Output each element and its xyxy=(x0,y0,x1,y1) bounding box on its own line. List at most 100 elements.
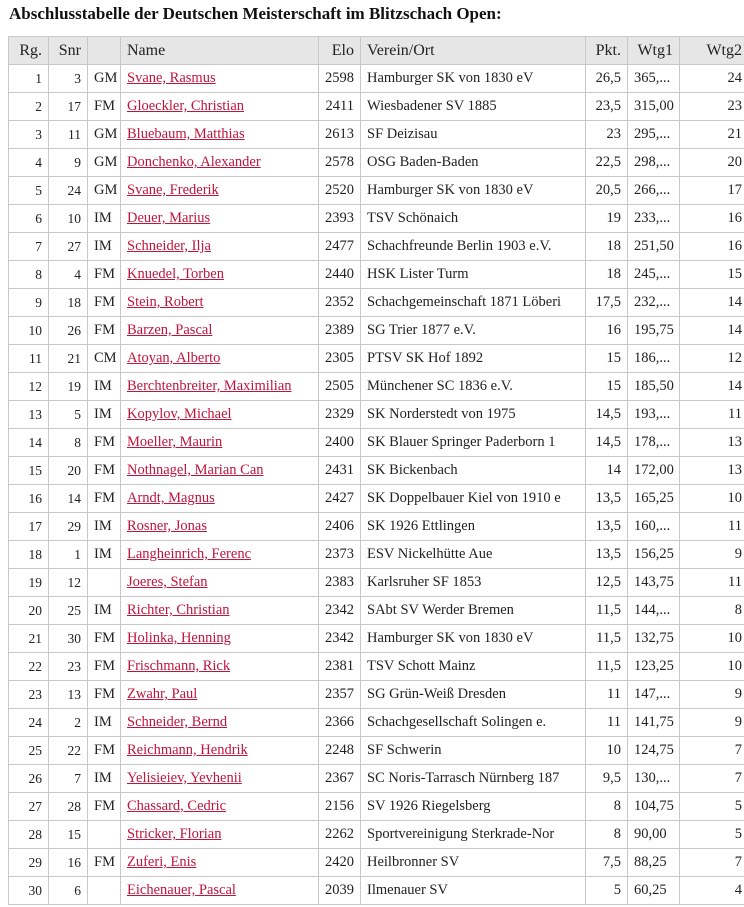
cell-club: OSG Baden-Baden xyxy=(360,148,586,177)
table-row: 20 25 IM Richter, Christian 2342 SAbt SV Werd… xyxy=(8,596,744,625)
player-link[interactable]: Joeres, Stefan xyxy=(127,574,208,590)
player-link[interactable]: Nothnagel, Marian Can xyxy=(127,462,264,478)
header-club[interactable]: Verein/Ort xyxy=(360,36,586,65)
cell-snr: 2 xyxy=(48,708,88,737)
player-link[interactable]: Berchtenbreiter, Maximilian xyxy=(127,378,292,394)
player-link[interactable]: Frischmann, Rick xyxy=(127,658,231,674)
cell-wtg2: 11 xyxy=(679,512,744,541)
cell-wtg2: 16 xyxy=(679,232,744,261)
cell-wtg1: 88,25 xyxy=(627,848,680,877)
cell-elo: 2366 xyxy=(318,708,361,737)
cell-points: 18 xyxy=(585,232,628,261)
cell-rank: 18 xyxy=(8,540,49,569)
cell-title: IM xyxy=(87,232,121,261)
cell-rank: 27 xyxy=(8,792,49,821)
cell-points: 19 xyxy=(585,204,628,233)
player-link[interactable]: Zuferi, Enis xyxy=(127,854,197,870)
cell-title: FM xyxy=(87,680,121,709)
cell-club: SAbt SV Werder Bremen xyxy=(360,596,586,625)
cell-club: Hamburger SK von 1830 eV xyxy=(360,176,586,205)
table-header-row: Rg. Snr Name Elo Verein/Ort Pkt. Wtg1 Wt… xyxy=(8,36,744,65)
player-link[interactable]: Deuer, Marius xyxy=(127,210,211,226)
cell-club: SG Grün-Weiß Dresden xyxy=(360,680,586,709)
cell-title: FM xyxy=(87,652,121,681)
player-link[interactable]: Richter, Christian xyxy=(127,602,230,618)
player-link[interactable]: Eichenauer, Pascal xyxy=(127,882,236,898)
player-link[interactable]: Zwahr, Paul xyxy=(127,686,198,702)
cell-title: FM xyxy=(87,484,121,513)
player-link[interactable]: Kopylov, Michael xyxy=(127,406,232,422)
header-snr[interactable]: Snr xyxy=(48,36,88,65)
player-link[interactable]: Arndt, Magnus xyxy=(127,490,215,506)
cell-wtg1: 245,... xyxy=(627,260,680,289)
cell-wtg2: 11 xyxy=(679,568,744,597)
cell-club: Sportvereinigung Sterkrade-Nor xyxy=(360,820,586,849)
cell-elo: 2342 xyxy=(318,596,361,625)
cell-wtg1: 295,... xyxy=(627,120,680,149)
player-link[interactable]: Holinka, Henning xyxy=(127,630,231,646)
header-elo[interactable]: Elo xyxy=(318,36,361,65)
player-link[interactable]: Langheinrich, Ferenc xyxy=(127,546,252,562)
cell-club: TSV Schönaich xyxy=(360,204,586,233)
player-link[interactable]: Gloeckler, Christian xyxy=(127,98,244,114)
cell-wtg1: 266,... xyxy=(627,176,680,205)
player-link[interactable]: Yelisieiev, Yevhenii xyxy=(127,770,242,786)
table-row: 21 30 FM Holinka, Henning 2342 Hamburger SK v… xyxy=(8,624,744,653)
player-link[interactable]: Moeller, Maurin xyxy=(127,434,223,450)
header-rank[interactable]: Rg. xyxy=(8,36,49,65)
cell-snr: 20 xyxy=(48,456,88,485)
cell-name: Frischmann, Rick xyxy=(120,652,319,681)
cell-snr: 29 xyxy=(48,512,88,541)
cell-wtg2: 9 xyxy=(679,680,744,709)
player-link[interactable]: Barzen, Pascal xyxy=(127,322,213,338)
cell-rank: 8 xyxy=(8,260,49,289)
cell-elo: 2578 xyxy=(318,148,361,177)
player-link[interactable]: Schneider, Ilja xyxy=(127,238,211,254)
cell-wtg1: 185,50 xyxy=(627,372,680,401)
header-wtg1[interactable]: Wtg1 xyxy=(627,36,680,65)
cell-wtg1: 147,... xyxy=(627,680,680,709)
table-row: 18 1 IM Langheinrich, Ferenc 2373 ESV Nickelh… xyxy=(8,540,744,569)
player-link[interactable]: Chassard, Cedric xyxy=(127,798,227,814)
header-name[interactable]: Name xyxy=(120,36,319,65)
player-link[interactable]: Svane, Rasmus xyxy=(127,70,216,86)
player-link[interactable]: Donchenko, Alexander xyxy=(127,154,261,170)
cell-elo: 2427 xyxy=(318,484,361,513)
cell-wtg1: 232,... xyxy=(627,288,680,317)
player-link[interactable]: Schneider, Bernd xyxy=(127,714,228,730)
cell-elo: 2440 xyxy=(318,260,361,289)
cell-wtg1: 141,75 xyxy=(627,708,680,737)
cell-elo: 2248 xyxy=(318,736,361,765)
header-points[interactable]: Pkt. xyxy=(585,36,628,65)
cell-rank: 14 xyxy=(8,428,49,457)
cell-name: Richter, Christian xyxy=(120,596,319,625)
cell-name: Knuedel, Torben xyxy=(120,260,319,289)
cell-snr: 17 xyxy=(48,92,88,121)
cell-wtg1: 365,... xyxy=(627,64,680,93)
player-link[interactable]: Atoyan, Alberto xyxy=(127,350,221,366)
cell-wtg2: 23 xyxy=(679,92,744,121)
cell-title: GM xyxy=(87,120,121,149)
player-link[interactable]: Svane, Frederik xyxy=(127,182,219,198)
cell-snr: 18 xyxy=(48,288,88,317)
cell-points: 5 xyxy=(585,876,628,905)
table-row: 14 8 FM Moeller, Maurin 2400 SK Blauer Spring… xyxy=(8,428,744,457)
cell-wtg2: 5 xyxy=(679,792,744,821)
cell-rank: 19 xyxy=(8,568,49,597)
cell-name: Langheinrich, Ferenc xyxy=(120,540,319,569)
cell-rank: 22 xyxy=(8,652,49,681)
cell-points: 20,5 xyxy=(585,176,628,205)
player-link[interactable]: Rosner, Jonas xyxy=(127,518,207,534)
cell-points: 8 xyxy=(585,820,628,849)
cell-wtg2: 13 xyxy=(679,456,744,485)
player-link[interactable]: Stricker, Florian xyxy=(127,826,222,842)
player-link[interactable]: Bluebaum, Matthias xyxy=(127,126,245,142)
page-title: Abschlusstabelle der Deutschen Meistersc… xyxy=(9,4,502,23)
cell-name: Rosner, Jonas xyxy=(120,512,319,541)
header-wtg2[interactable]: Wtg2 xyxy=(679,36,744,65)
player-link[interactable]: Reichmann, Hendrik xyxy=(127,742,248,758)
player-link[interactable]: Stein, Robert xyxy=(127,294,204,310)
table-row: 24 2 IM Schneider, Bernd 2366 Schachgesellsch… xyxy=(8,708,744,737)
cell-wtg1: 172,00 xyxy=(627,456,680,485)
player-link[interactable]: Knuedel, Torben xyxy=(127,266,224,282)
